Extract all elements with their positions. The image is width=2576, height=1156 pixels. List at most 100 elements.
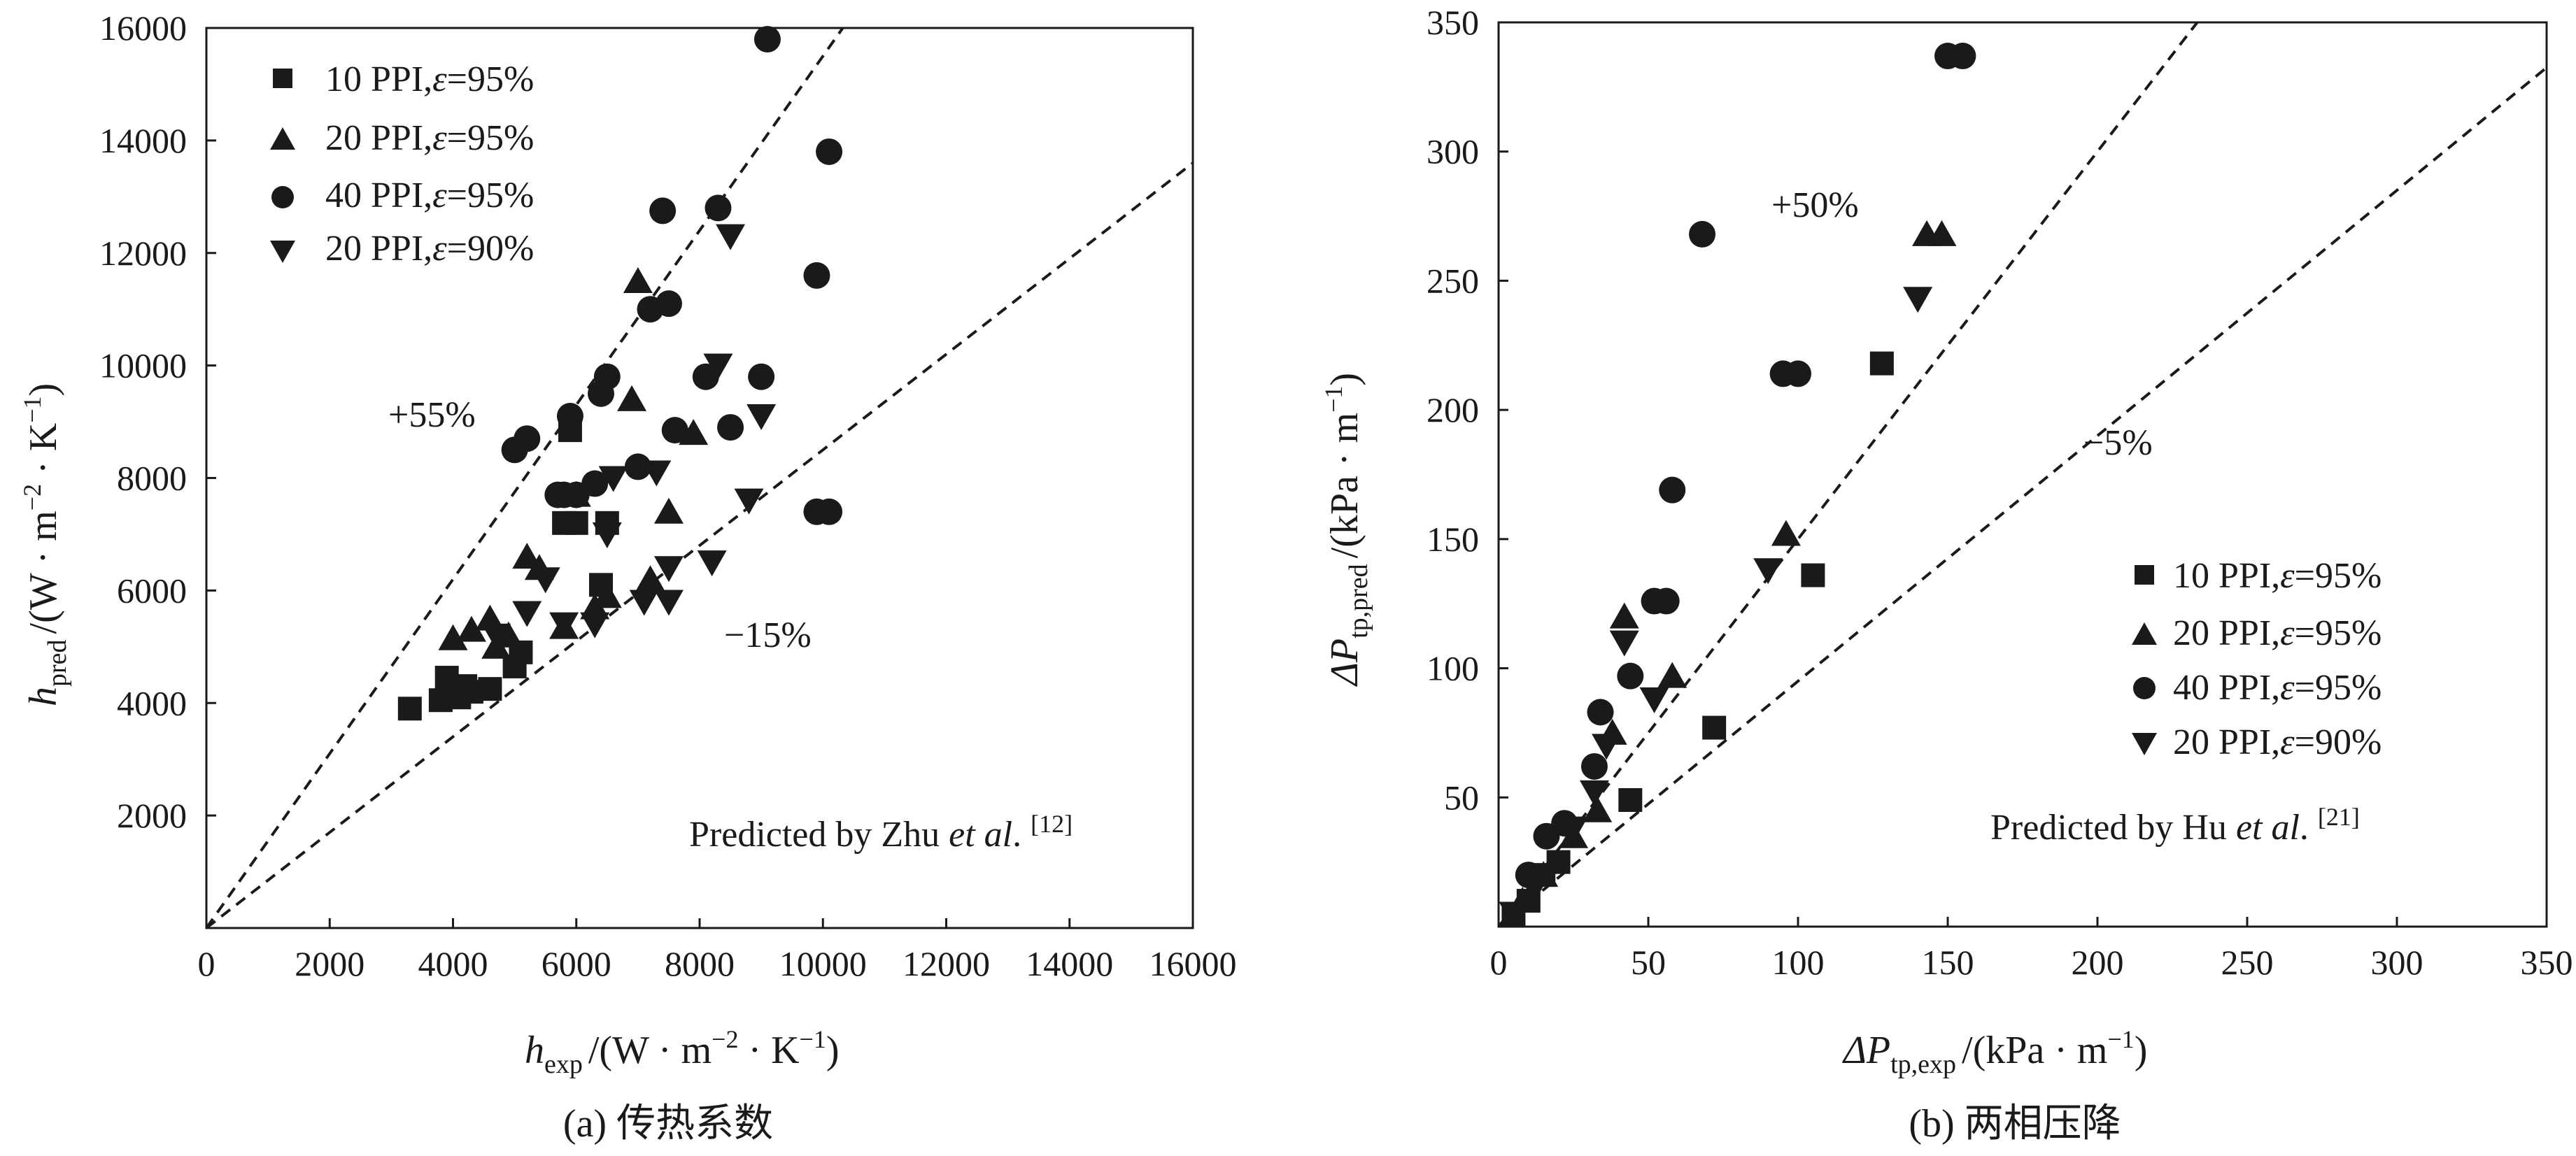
triangle-up-point [1927,220,1957,246]
x-tick-label: 14000 [1026,944,1113,983]
circle-point [803,262,830,289]
triangle-down-point [746,404,777,431]
triangle-down-point [1639,687,1669,713]
triangle-up-point [438,624,468,650]
triangle-up-point [617,385,647,411]
circle-point [816,498,843,525]
legend-label-4: 20 PPI,ε=90% [325,229,534,269]
x-tick-label: 0 [198,944,215,983]
circle-point [692,363,719,390]
legend-label-4: 20 PPI,ε=90% [2173,722,2382,762]
y-tick-label: 10000 [99,346,187,385]
y-tick-label: 150 [1427,520,1479,559]
circle-point [1659,476,1686,504]
x-tick-label: 300 [2371,943,2423,982]
circle-point [1617,662,1644,690]
legend-square-marker [273,69,292,88]
triangle-up-point [493,621,523,648]
x-tick-label: 0 [1490,943,1508,982]
circle-point [1785,360,1811,387]
triangle-up-point [512,543,542,569]
ref-line-label-minus-5: −5% [2083,423,2153,463]
x-tick-label: 200 [2072,943,2124,982]
triangle-down-point [629,590,659,616]
circle-point [593,363,621,390]
panel-a: 0 2000 4000 6000 8000 10000 12000 14000 16000 200… [18,8,1237,1146]
y-tick-label: 100 [1427,649,1479,688]
triangle-down-point [1592,734,1622,760]
x-tick-label: 10000 [779,944,867,983]
panel-a-x-axis-label: hexp/(W · m−2 · K−1) [525,1025,840,1079]
triangle-up-point [1771,520,1801,546]
triangle-up-point [653,497,684,524]
circle-point [705,194,732,222]
panel-a-legend: 10 PPI,ε=95% 20 PPI,ε=95% 40 PPI,ε=95% 2… [270,59,534,269]
y-tick-label: 200 [1427,390,1479,429]
triangle-down-point [1609,630,1639,657]
legend-square-marker [2135,565,2154,585]
circle-point [816,138,843,165]
triangle-up-point [635,565,665,592]
y-tick-label: 14000 [99,121,187,160]
circle-point [1580,752,1608,780]
triangle-down-point [530,567,560,594]
legend-triangle-up-marker [2132,622,2157,645]
circle-point [1949,43,1976,70]
y-tick-label: 12000 [99,234,187,273]
x-tick-label: 16000 [1149,944,1237,983]
reference-line-1 [206,28,845,928]
triangle-down-point [598,466,628,492]
y-tick-label: 6000 [117,571,187,610]
square-point [1546,850,1571,874]
y-tick-label: 2000 [117,796,187,835]
triangle-up-point [679,419,709,445]
x-tick-label: 8000 [665,944,735,983]
x-tick-label: 6000 [542,944,611,983]
circle-point [649,197,677,224]
legend-triangle-down-marker [2132,733,2157,755]
y-tick-label: 250 [1427,261,1479,300]
square-point [397,697,422,721]
y-tick-label: 350 [1427,3,1479,42]
circle-point [1653,587,1680,615]
panel-b-x-axis-label: ΔPtp,exp/(kPa · m−1) [1842,1025,2147,1079]
triangle-down-point [703,353,733,380]
square-point [1869,351,1894,376]
panel-a-caption: (a) 传热系数 [563,1102,773,1146]
legend-circle-marker [2133,677,2156,699]
legend-triangle-up-marker [270,127,295,150]
triangle-down-point [592,522,622,548]
plot-frame [205,27,1194,929]
x-tick-label: 350 [2521,943,2573,982]
panel-a-tick-layer: 0 2000 4000 6000 8000 10000 12000 14000 16000 200… [99,8,1237,983]
triangle-up-point [456,615,486,642]
circle-point [556,403,583,430]
y-tick-label: 300 [1427,132,1479,171]
circle-point [661,417,688,444]
circle-point [655,290,682,317]
reference-line-1 [1499,22,2200,927]
ref-line-label-plus-50: +50% [1771,185,1859,225]
y-tick-label: 16000 [99,8,187,48]
triangle-up-point [1609,602,1639,629]
triangle-down-point [1903,287,1933,313]
panel-b: 0 50 100 150 200 250 300 350 50 100 150 200 250 300 35… [1319,3,2573,1146]
triangle-up-point [623,266,653,293]
triangle-up-point [1657,662,1687,688]
panel-b-y-axis-label: ΔPtp,pred/(kPa · m−1) [1319,373,1373,687]
circle-point [581,470,609,497]
panel-a-credit: Predicted by Zhu et al. [12] [689,810,1073,855]
panel-b-caption: (b) 两相压降 [1909,1102,2121,1146]
triangle-down-point [549,612,579,638]
circle-point [624,453,651,480]
ref-line-label-plus-55: +55% [388,395,476,435]
legend-label-3: 40 PPI,ε=95% [2173,668,2382,708]
square-point [453,674,478,699]
triangle-down-point [642,460,672,487]
triangle-down-point [1559,816,1588,843]
panel-b-legend: 10 PPI,ε=95% 20 PPI,ε=95% 40 PPI,ε=95% 2… [2132,556,2382,762]
legend-triangle-down-marker [270,241,295,263]
triangle-down-point [653,556,684,583]
legend-label-3: 40 PPI,ε=95% [325,176,534,215]
